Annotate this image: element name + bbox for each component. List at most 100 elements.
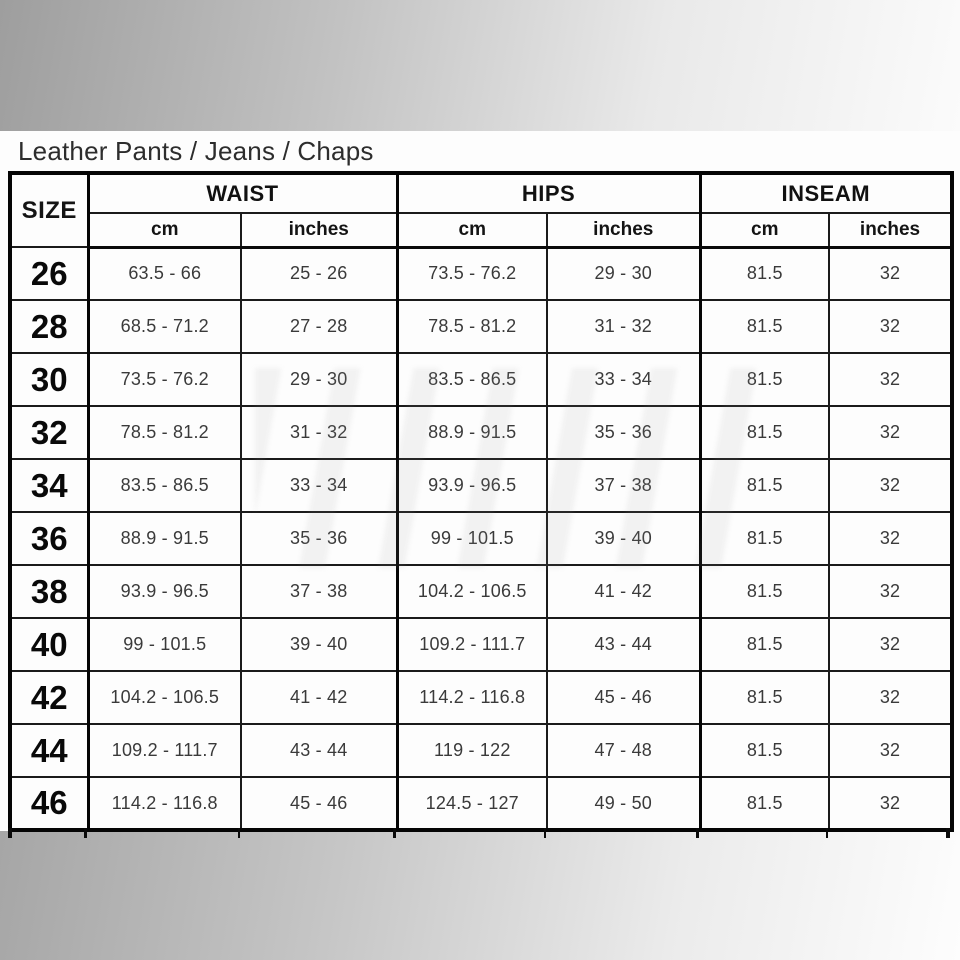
table-row: 38 93.9 - 96.5 37 - 38 104.2 - 106.5 41 … [8, 564, 954, 619]
table-row: 34 83.5 - 86.5 33 - 34 93.9 - 96.5 37 - … [8, 458, 954, 513]
border-stub [696, 828, 699, 838]
top-gradient-band [0, 0, 960, 131]
inseam-inches-cell: 32 [828, 617, 954, 672]
inseam-inches-cell: 32 [828, 776, 954, 831]
inseam-inches-cell: 32 [828, 246, 954, 301]
size-cell: 46 [8, 776, 89, 831]
hips-inches-cell: 49 - 50 [546, 776, 702, 831]
table-row: 44 109.2 - 111.7 43 - 44 119 - 122 47 - … [8, 723, 954, 778]
inseam-cm-cell: 81.5 [698, 246, 831, 301]
size-cell: 42 [8, 670, 89, 725]
waist-inches-cell: 31 - 32 [239, 405, 399, 460]
inseam-cm-cell: 81.5 [698, 670, 831, 725]
border-stub [238, 828, 240, 838]
size-cell: 28 [8, 299, 89, 354]
hips-cm-cell: 88.9 - 91.5 [395, 405, 549, 460]
hips-cm-cell: 73.5 - 76.2 [395, 246, 549, 301]
inseam-cm-header: cm [698, 212, 831, 249]
size-column-header: SIZE [8, 172, 89, 248]
waist-inches-cell: 35 - 36 [239, 511, 399, 566]
size-cell: 32 [8, 405, 89, 460]
waist-cm-cell: 99 - 101.5 [86, 617, 242, 672]
hips-inches-cell: 35 - 36 [546, 405, 702, 460]
border-stub [826, 828, 828, 838]
inseam-inches-cell: 32 [828, 723, 954, 778]
hips-inches-cell: 45 - 46 [546, 670, 702, 725]
hips-group-header: HIPS [395, 172, 702, 214]
hips-inches-cell: 29 - 30 [546, 246, 702, 301]
waist-group-header: WAIST [86, 172, 399, 214]
inseam-inches-header: inches [828, 212, 954, 249]
table-header: SIZE WAIST HIPS INSEAM cm inches cm inch… [8, 172, 954, 249]
inseam-cm-cell: 81.5 [698, 352, 831, 407]
waist-inches-header: inches [239, 212, 399, 249]
waist-cm-cell: 109.2 - 111.7 [86, 723, 242, 778]
waist-cm-cell: 83.5 - 86.5 [86, 458, 242, 513]
hips-cm-cell: 114.2 - 116.8 [395, 670, 549, 725]
hips-cm-cell: 109.2 - 111.7 [395, 617, 549, 672]
border-stub [946, 828, 950, 838]
bottom-gradient-band [0, 831, 960, 960]
table-row: 26 63.5 - 66 25 - 26 73.5 - 76.2 29 - 30… [8, 246, 954, 301]
hips-cm-cell: 93.9 - 96.5 [395, 458, 549, 513]
border-stub [8, 828, 12, 838]
inseam-cm-cell: 81.5 [698, 458, 831, 513]
waist-inches-cell: 25 - 26 [239, 246, 399, 301]
inseam-cm-cell: 81.5 [698, 776, 831, 831]
table-body: 26 63.5 - 66 25 - 26 73.5 - 76.2 29 - 30… [8, 246, 954, 831]
hips-inches-cell: 41 - 42 [546, 564, 702, 619]
size-cell: 44 [8, 723, 89, 778]
size-cell: 38 [8, 564, 89, 619]
waist-inches-cell: 43 - 44 [239, 723, 399, 778]
border-stub [84, 828, 87, 838]
waist-cm-cell: 73.5 - 76.2 [86, 352, 242, 407]
inseam-cm-cell: 81.5 [698, 564, 831, 619]
table-row: 42 104.2 - 106.5 41 - 42 114.2 - 116.8 4… [8, 670, 954, 725]
waist-cm-header: cm [86, 212, 242, 249]
inseam-inches-cell: 32 [828, 670, 954, 725]
inseam-cm-cell: 81.5 [698, 617, 831, 672]
waist-cm-cell: 88.9 - 91.5 [86, 511, 242, 566]
inseam-inches-cell: 32 [828, 564, 954, 619]
waist-cm-cell: 68.5 - 71.2 [86, 299, 242, 354]
size-cell: 34 [8, 458, 89, 513]
inseam-cm-cell: 81.5 [698, 405, 831, 460]
waist-cm-cell: 114.2 - 116.8 [86, 776, 242, 831]
unit-header-row: cm inches cm inches cm inches [10, 212, 954, 249]
group-header-row: SIZE WAIST HIPS INSEAM [8, 172, 954, 248]
waist-cm-cell: 78.5 - 81.2 [86, 405, 242, 460]
size-cell: 40 [8, 617, 89, 672]
border-stub [544, 828, 546, 838]
hips-inches-header: inches [546, 212, 702, 249]
inseam-inches-cell: 32 [828, 511, 954, 566]
waist-cm-cell: 104.2 - 106.5 [86, 670, 242, 725]
waist-inches-cell: 29 - 30 [239, 352, 399, 407]
page-title: Leather Pants / Jeans / Chaps [18, 136, 374, 166]
inseam-inches-cell: 32 [828, 458, 954, 513]
inseam-cm-cell: 81.5 [698, 723, 831, 778]
table-row: 36 88.9 - 91.5 35 - 36 99 - 101.5 39 - 4… [8, 511, 954, 566]
hips-cm-cell: 78.5 - 81.2 [395, 299, 549, 354]
hips-cm-cell: 99 - 101.5 [395, 511, 549, 566]
hips-cm-cell: 104.2 - 106.5 [395, 564, 549, 619]
hips-cm-header: cm [395, 212, 549, 249]
hips-cm-cell: 119 - 122 [395, 723, 549, 778]
table-row: 28 68.5 - 71.2 27 - 28 78.5 - 81.2 31 - … [8, 299, 954, 354]
hips-inches-cell: 43 - 44 [546, 617, 702, 672]
table-row: 32 78.5 - 81.2 31 - 32 88.9 - 91.5 35 - … [8, 405, 954, 460]
table-row: 40 99 - 101.5 39 - 40 109.2 - 111.7 43 -… [8, 617, 954, 672]
inseam-inches-cell: 32 [828, 352, 954, 407]
waist-inches-cell: 41 - 42 [239, 670, 399, 725]
waist-cm-cell: 93.9 - 96.5 [86, 564, 242, 619]
size-cell: 30 [8, 352, 89, 407]
hips-inches-cell: 37 - 38 [546, 458, 702, 513]
hips-inches-cell: 47 - 48 [546, 723, 702, 778]
inseam-cm-cell: 81.5 [698, 299, 831, 354]
waist-inches-cell: 39 - 40 [239, 617, 399, 672]
inseam-inches-cell: 32 [828, 299, 954, 354]
inseam-cm-cell: 81.5 [698, 511, 831, 566]
waist-cm-cell: 63.5 - 66 [86, 246, 242, 301]
waist-inches-cell: 45 - 46 [239, 776, 399, 831]
hips-cm-cell: 83.5 - 86.5 [395, 352, 549, 407]
